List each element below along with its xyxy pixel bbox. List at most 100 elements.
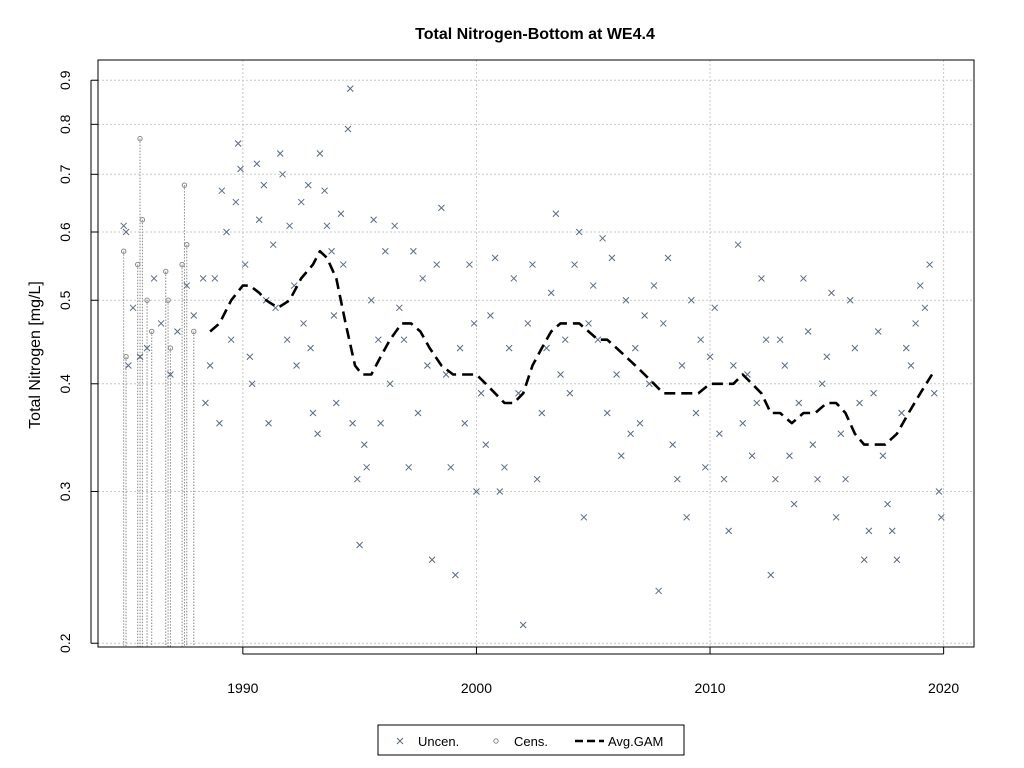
data-point <box>585 320 592 327</box>
plot-frame <box>97 59 975 648</box>
data-point <box>823 353 831 361</box>
data-point <box>636 419 644 427</box>
data-point <box>246 353 254 361</box>
data-point <box>543 344 550 352</box>
data-point <box>374 336 382 344</box>
data-point <box>753 399 761 407</box>
data-point <box>330 312 338 319</box>
data-point <box>510 275 518 282</box>
data-point <box>814 475 821 483</box>
data-point <box>491 254 499 262</box>
data-point <box>669 441 677 448</box>
y-tick-label: 0.4 <box>57 374 73 394</box>
censored-point <box>144 297 150 303</box>
data-point <box>627 430 634 438</box>
data-point <box>253 160 261 168</box>
censored-point <box>167 345 174 351</box>
data-point <box>795 399 803 407</box>
legend: Uncen. Cens. Avg.GAM <box>377 724 685 756</box>
data-point <box>571 261 578 268</box>
censored-point <box>165 297 171 303</box>
data-point <box>711 304 719 312</box>
legend-label: Cens. <box>514 734 548 749</box>
data-point <box>921 304 929 312</box>
data-point <box>716 430 723 438</box>
data-point <box>870 389 877 397</box>
data-point <box>730 362 737 369</box>
data-point <box>232 198 240 206</box>
x-tick-label: 2000 <box>461 680 492 696</box>
data-point <box>414 409 422 417</box>
data-point <box>223 228 230 236</box>
censored-point <box>137 135 143 142</box>
censored-point <box>149 328 155 335</box>
x-tick-label: 2010 <box>694 680 725 696</box>
data-point <box>809 441 817 448</box>
censored-point <box>163 268 169 275</box>
data-point <box>206 362 214 369</box>
data-point <box>367 296 375 304</box>
data-point <box>174 328 181 335</box>
data-point <box>167 371 174 378</box>
data-point <box>758 275 765 282</box>
data-point <box>473 488 480 495</box>
y-tick-label: 0.9 <box>57 70 73 90</box>
censored-point <box>135 261 141 268</box>
data-point <box>692 409 700 417</box>
data-point <box>786 452 793 460</box>
data-point <box>370 216 378 224</box>
data-point <box>804 328 812 335</box>
data-point <box>323 222 331 230</box>
data-point <box>248 380 256 388</box>
data-point <box>255 216 263 224</box>
data-point <box>533 475 541 483</box>
data-point <box>381 247 389 255</box>
data-point <box>395 304 403 312</box>
data-point <box>566 389 574 397</box>
data-point <box>828 289 835 297</box>
data-point <box>655 587 662 595</box>
gam-line <box>209 249 934 446</box>
data-point <box>678 362 686 369</box>
data-point <box>136 353 144 361</box>
data-point <box>650 282 658 289</box>
data-point <box>937 513 945 521</box>
data-point <box>575 228 583 236</box>
data-point <box>433 261 441 268</box>
data-point <box>519 621 527 629</box>
data-point <box>879 452 887 460</box>
data-point <box>363 463 370 471</box>
data-point <box>767 571 775 579</box>
data-point <box>120 222 128 230</box>
data-point <box>122 228 130 236</box>
data-point <box>321 187 328 195</box>
data-point <box>218 187 226 195</box>
data-point <box>505 344 513 352</box>
legend-marker-censored <box>493 738 499 744</box>
data-point <box>790 500 798 508</box>
data-point <box>902 344 910 352</box>
data-point <box>129 304 137 312</box>
legend-label: Avg.GAM <box>608 734 663 749</box>
data-point <box>202 399 209 407</box>
data-point <box>199 275 207 282</box>
data-point <box>608 254 616 262</box>
data-point <box>353 475 361 483</box>
data-point <box>183 282 191 289</box>
censored-point <box>120 248 127 254</box>
data-point <box>898 409 905 417</box>
data-point <box>547 289 555 297</box>
data-point <box>309 409 317 417</box>
data-point <box>477 389 485 397</box>
data-point <box>538 409 546 417</box>
data-point <box>410 247 417 255</box>
data-point <box>339 261 347 268</box>
data-point <box>356 541 363 549</box>
data-point <box>487 312 494 319</box>
data-point <box>888 527 896 535</box>
data-point <box>344 125 352 133</box>
data-point <box>912 320 919 327</box>
data-point <box>552 210 560 218</box>
data-point <box>613 371 620 378</box>
